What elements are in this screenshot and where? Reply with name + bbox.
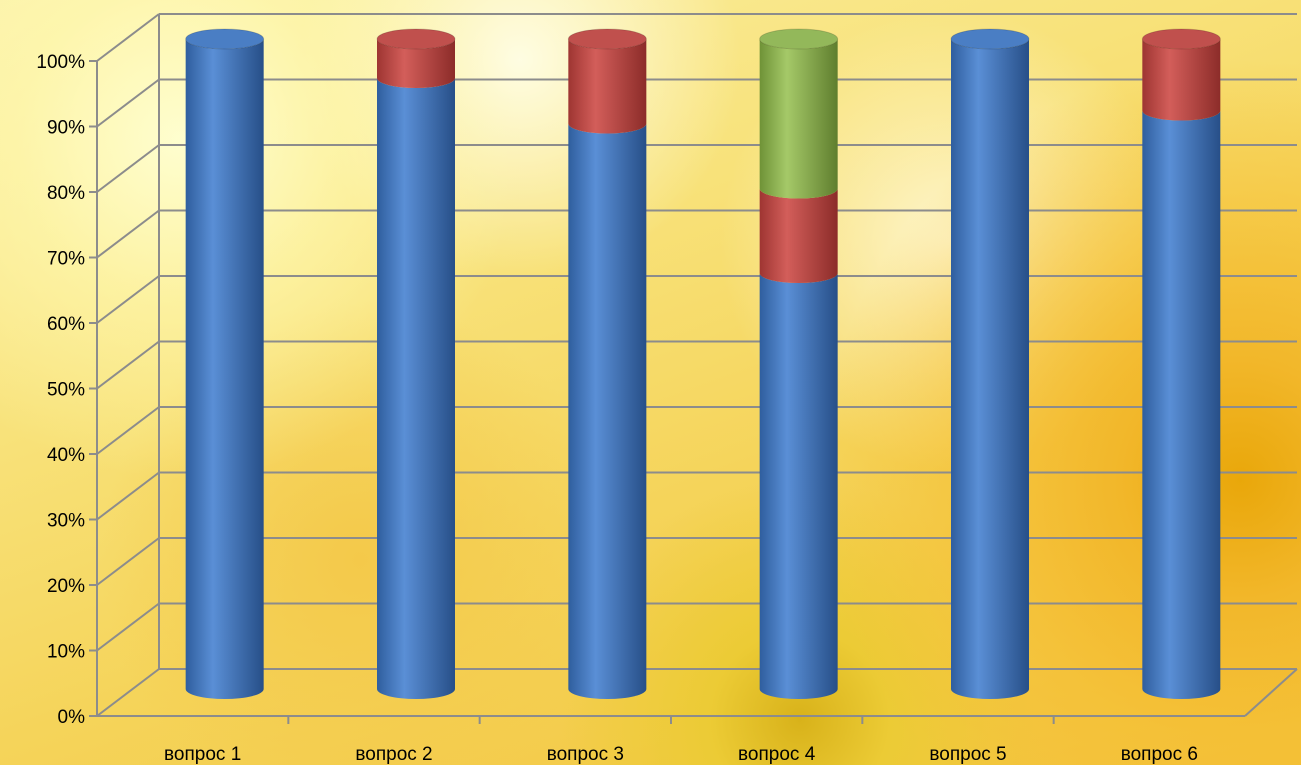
x-tick-label: вопрос 4 <box>738 744 816 765</box>
bar-top-2 <box>376 28 456 50</box>
y-tick-label: 60% <box>47 314 85 335</box>
bar-segment-4-1 <box>759 273 838 699</box>
y-tick-label: 30% <box>47 511 85 532</box>
gridline-diagonal <box>96 209 160 259</box>
y-tick-label: 10% <box>47 642 85 663</box>
gridline-diagonal <box>96 144 160 193</box>
gridline-diagonal <box>96 537 160 586</box>
y-tick-label: 20% <box>47 576 85 597</box>
bar-segment-3-2 <box>568 39 647 134</box>
y-tick-label: 40% <box>47 445 85 466</box>
gridline-diagonal <box>96 602 160 652</box>
y-tick-label: 90% <box>47 118 85 139</box>
bar-top-4 <box>759 28 839 50</box>
gridline-diagonal <box>96 275 160 324</box>
gridline-diagonal <box>96 13 160 62</box>
bar-top-3 <box>567 28 647 50</box>
x-tick-label: вопрос 1 <box>164 744 241 765</box>
y-tick-label: 100% <box>36 52 85 73</box>
floor-right-edge <box>1244 668 1298 717</box>
bar-segment-6-1 <box>1142 110 1221 699</box>
y-tick-label: 0% <box>58 707 86 728</box>
gridline-diagonal <box>96 406 160 455</box>
axes <box>89 14 1298 724</box>
labels: 0% 10% 20% 30% 40% 50% 60% 70% 80% 90% 100% вопрос … <box>36 52 1198 765</box>
gridlines <box>96 13 1297 717</box>
y-tick-label: 70% <box>47 249 85 270</box>
bar-top-6 <box>1141 28 1221 50</box>
bars <box>185 28 1221 699</box>
bar-segment-1-1 <box>185 39 264 699</box>
bar-top-5 <box>950 28 1030 50</box>
y-tick-label: 80% <box>47 183 85 204</box>
gridline-diagonal <box>96 668 160 717</box>
bar-segment-4-2 <box>759 188 838 283</box>
gridline-diagonal <box>96 78 160 128</box>
y-tick-label: 50% <box>47 380 85 401</box>
bar-segment-3-1 <box>568 123 647 699</box>
bar-segment-2-1 <box>377 78 455 699</box>
bar-segment-4-3 <box>759 39 838 199</box>
bar-segment-2-2 <box>377 39 455 88</box>
x-tick-label: вопрос 5 <box>929 744 1006 765</box>
x-tick-label: вопрос 3 <box>547 744 624 765</box>
gridline-diagonal <box>96 471 160 521</box>
bar-segment-6-2 <box>1142 39 1221 121</box>
bar-segment-5-1 <box>951 39 1029 699</box>
x-tick-label: вопрос 6 <box>1121 744 1198 765</box>
gridline-diagonal <box>96 340 160 390</box>
x-tick-label: вопрос 2 <box>355 744 432 765</box>
bar-top-1 <box>185 28 265 50</box>
